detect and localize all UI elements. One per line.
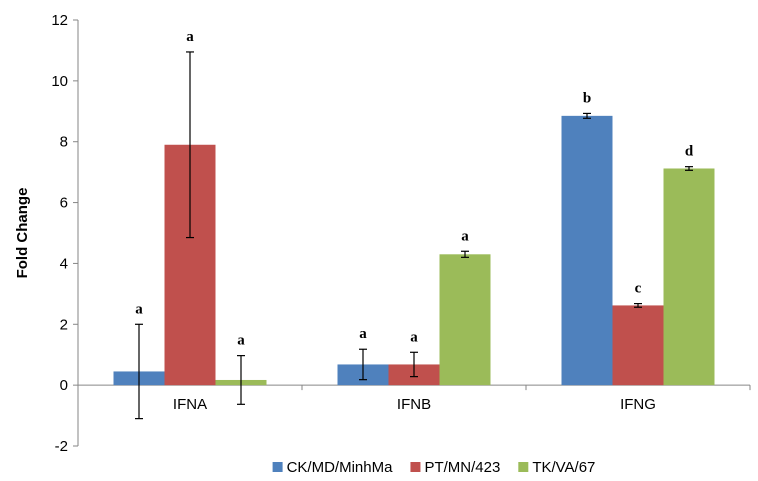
legend-swatch	[518, 462, 529, 472]
x-category-label: IFNG	[620, 396, 656, 413]
bar-tk-va-67-ifng	[663, 168, 715, 386]
y-axis-title: Fold Change	[14, 188, 31, 279]
chart-significance-labels: a a a a a a b c d	[135, 29, 694, 349]
x-category-label: IFNB	[397, 396, 431, 413]
significance-label: a	[461, 228, 469, 244]
legend-entry-label: PT/MN/423	[424, 459, 500, 476]
significance-label: b	[583, 90, 591, 106]
y-tick-label: 8	[60, 134, 68, 151]
y-tick-label: 12	[51, 12, 68, 29]
significance-label: a	[135, 301, 143, 317]
chart-axes: -2 0 2 4 6 8 10 12 IFNA IFNB IFNG	[51, 12, 751, 455]
y-tick-label: 10	[51, 73, 68, 90]
chart-error-bars	[135, 51, 693, 420]
significance-label: a	[186, 29, 194, 45]
chart-legend: CK/MD/MinhMa PT/MN/423 TK/VA/67	[272, 459, 595, 476]
significance-label: c	[635, 281, 642, 297]
significance-label: a	[410, 329, 418, 345]
bar-pt-mn-423-ifng	[612, 305, 664, 386]
y-tick-label: -2	[55, 438, 68, 455]
y-tick-label: 2	[60, 316, 68, 333]
bar-tk-va-67-ifnb	[439, 254, 491, 386]
bar-ck-md-minhma-ifng	[561, 115, 613, 386]
legend-swatch	[410, 462, 421, 472]
y-tick-label: 6	[60, 195, 68, 212]
legend-swatch	[272, 462, 283, 472]
legend-entry-label: CK/MD/MinhMa	[287, 459, 394, 476]
significance-label: d	[685, 144, 694, 160]
x-category-label: IFNA	[173, 396, 207, 413]
y-tick-label: 4	[60, 255, 68, 272]
significance-label: a	[237, 333, 245, 349]
legend-entry-label: TK/VA/67	[532, 459, 595, 476]
chart-bars	[113, 115, 715, 386]
significance-label: a	[359, 326, 367, 342]
y-tick-label: 0	[60, 377, 68, 394]
